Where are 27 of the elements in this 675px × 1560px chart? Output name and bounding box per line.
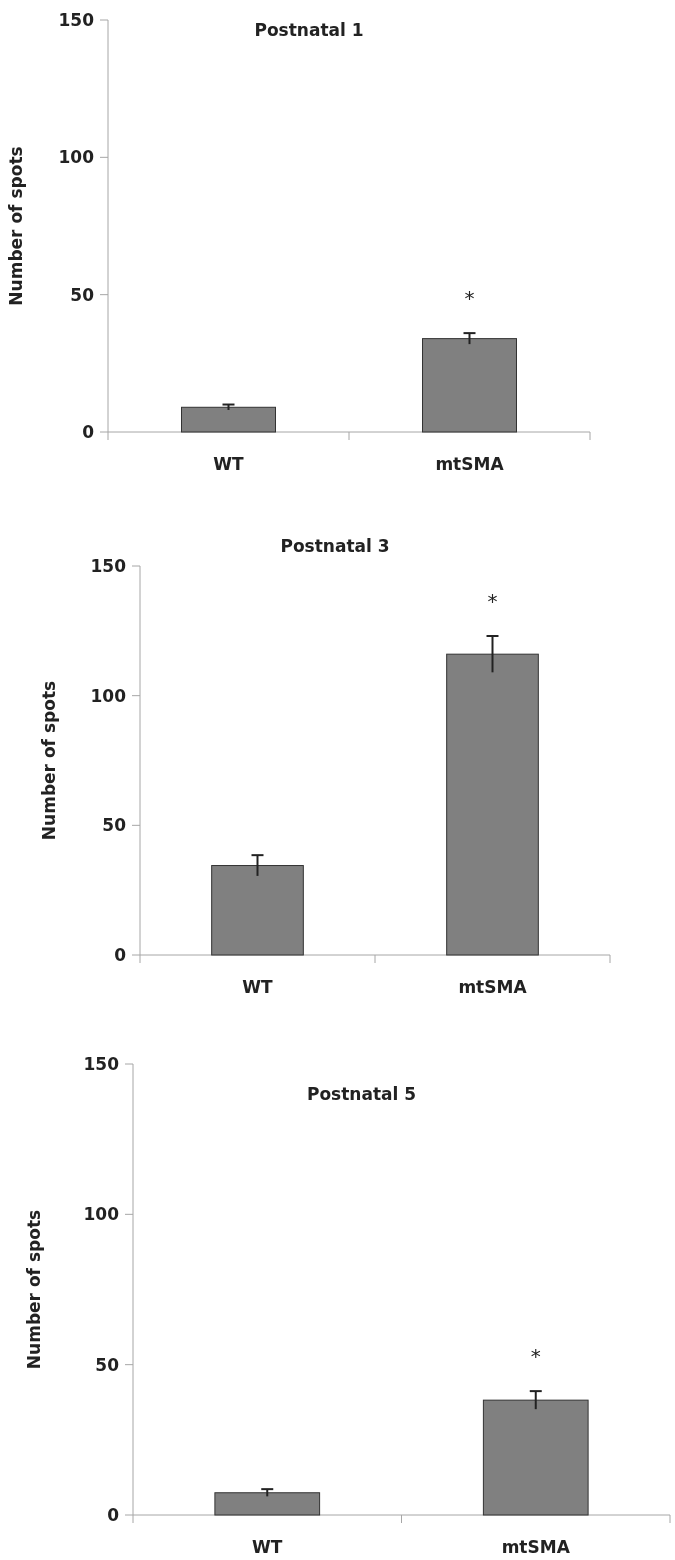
y-axis-title: Number of spots [39, 680, 59, 841]
y-tick-label: 100 [83, 1204, 120, 1225]
annotation: * [487, 589, 498, 614]
y-axis-title: Number of spots [24, 1209, 44, 1370]
y-tick-label: 100 [90, 685, 127, 706]
y-tick-label: 150 [90, 555, 127, 576]
y-tick-label: 100 [58, 147, 95, 168]
y-axis-title: Number of spots [6, 146, 26, 306]
text: Postnatal 5 [306, 1084, 417, 1104]
y-tick-label: 150 [83, 1053, 120, 1074]
y-tick-label: 50 [95, 1354, 120, 1375]
x-tick-label: mtSMA [501, 1537, 571, 1557]
y-tick-label: 50 [102, 815, 127, 836]
y-tick-label: 0 [107, 1504, 120, 1525]
y-tick-label: 150 [58, 9, 95, 30]
annotation: * [530, 1344, 541, 1369]
annotation: * [464, 286, 475, 311]
y-tick-label: 0 [114, 944, 127, 965]
chart-title: Postnatal 3 [280, 536, 390, 556]
y-tick-label: 50 [70, 284, 95, 305]
x-tick-label: mtSMA [458, 977, 528, 997]
y-tick-label: 0 [82, 421, 95, 442]
chart-title: Postnatal 1 [254, 20, 364, 40]
x-tick-label: WT [252, 1537, 283, 1557]
x-tick-label: WT [242, 977, 274, 997]
x-tick-label: mtSMA [435, 454, 505, 474]
x-tick-label: WT [213, 454, 245, 474]
